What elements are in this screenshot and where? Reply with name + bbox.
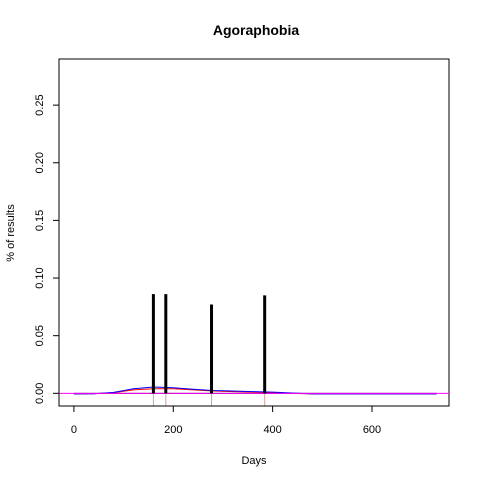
plot-box [59,59,449,406]
chart-title: Agoraphobia [213,22,300,38]
x-tick-label-1: 200 [164,424,182,436]
y-tick-label-3: 0.15 [34,210,46,231]
y-tick-label-2: 0.10 [34,267,46,288]
x-tick-label-2: 400 [263,424,281,436]
plot-area [59,294,449,406]
y-tick-label-0: 0.00 [34,383,46,404]
y-axis-label: % of results [5,204,17,262]
x-tick-label-3: 600 [363,424,381,436]
y-tick-label-5: 0.25 [34,94,46,115]
y-tick-label-4: 0.20 [34,152,46,173]
x-axis-label: Days [241,455,267,467]
x-tick-label-0: 0 [71,424,77,436]
y-tick-label-1: 0.05 [34,325,46,346]
